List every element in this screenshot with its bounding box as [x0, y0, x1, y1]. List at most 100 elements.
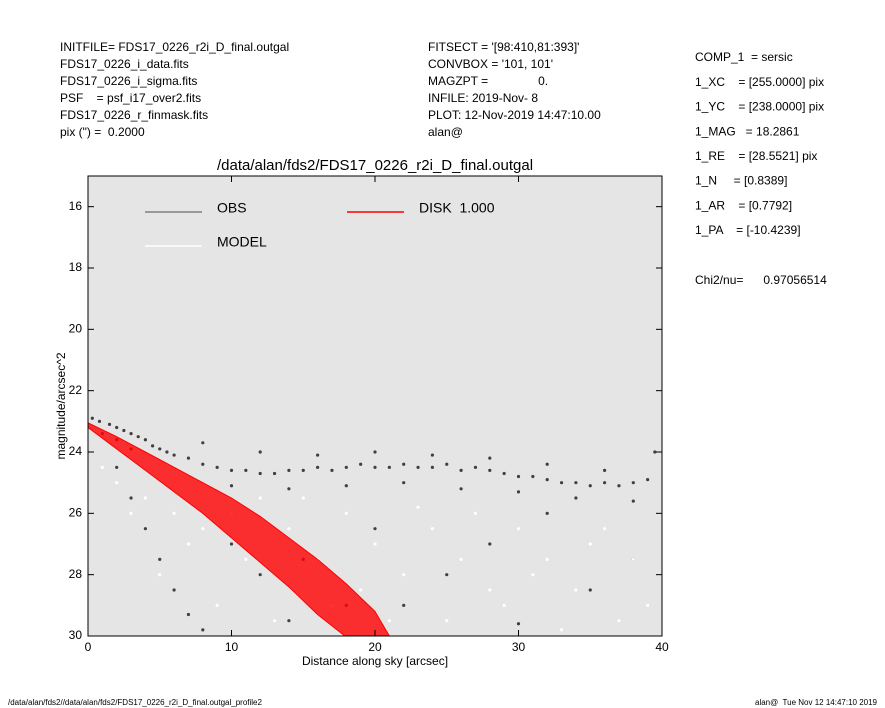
plot-area	[88, 176, 662, 636]
data-point	[287, 487, 291, 491]
data-point	[574, 496, 578, 500]
legend-label: OBS	[217, 200, 247, 216]
y-tick-label: 20	[69, 322, 83, 336]
data-point	[574, 588, 578, 592]
data-point	[287, 468, 291, 472]
data-point	[229, 484, 234, 488]
data-point	[158, 447, 162, 451]
header-right-line: 1_AR = [0.7792]	[695, 198, 792, 212]
header-right-line: 1_RE = [28.5521] pix	[695, 149, 817, 163]
disk-edge	[88, 422, 390, 636]
header-right-line: 1_XC = [255.0000] pix	[695, 75, 824, 89]
data-point	[416, 505, 420, 509]
data-point	[201, 527, 205, 531]
data-point	[488, 542, 492, 546]
y-tick-label: 16	[69, 199, 83, 213]
data-point	[402, 481, 406, 485]
data-point	[402, 573, 406, 577]
data-point	[301, 468, 305, 472]
data-point	[646, 478, 650, 482]
data-point	[459, 557, 463, 561]
data-point	[516, 622, 521, 626]
data-point	[258, 496, 262, 500]
data-point	[316, 453, 320, 457]
data-point	[545, 478, 549, 482]
data-point	[531, 573, 535, 577]
data-point	[516, 474, 521, 479]
data-point	[631, 557, 635, 561]
data-point	[603, 481, 607, 485]
data-point	[488, 468, 492, 472]
data-point	[129, 432, 133, 436]
y-tick-label: 22	[69, 383, 83, 397]
data-point	[445, 619, 449, 623]
data-point	[158, 557, 162, 561]
data-point	[359, 462, 363, 466]
footer-right: alan@ Tue Nov 12 14:47:10 2019	[755, 698, 878, 707]
y-tick-label: 28	[69, 567, 83, 581]
x-tick-label: 0	[85, 640, 92, 654]
header-left-line: FDS17_0226_r_finmask.fits	[60, 108, 208, 122]
data-point	[459, 468, 463, 472]
data-point	[617, 619, 621, 623]
header-middle-line: PLOT: 12-Nov-2019 14:47:10.00	[428, 108, 601, 122]
disk-band	[88, 422, 390, 636]
y-tick-label: 30	[69, 628, 83, 642]
data-point	[545, 462, 549, 466]
chart-title: /data/alan/fds2/FDS17_0226_r2i_D_final.o…	[217, 157, 533, 174]
data-point	[136, 435, 140, 439]
header-left-line: FDS17_0226_i_sigma.fits	[60, 74, 197, 88]
data-point	[516, 490, 521, 494]
x-tick-label: 30	[512, 640, 526, 654]
data-point	[172, 588, 176, 592]
data-point	[201, 628, 205, 632]
header-left-line: pix (") = 0.2000	[60, 125, 145, 139]
y-tick-label: 18	[69, 260, 83, 274]
data-point	[129, 511, 133, 515]
data-point	[430, 465, 434, 469]
data-point	[215, 465, 219, 469]
header-right-line: 1_PA = [-10.4239]	[695, 223, 801, 237]
data-point	[107, 422, 112, 426]
header-middle-line: INFILE: 2019-Nov- 8	[428, 91, 538, 105]
header-left-line: FDS17_0226_i_data.fits	[60, 57, 189, 71]
data-point	[287, 619, 291, 623]
data-point	[344, 484, 348, 488]
data-point	[631, 499, 635, 503]
data-point	[229, 468, 234, 472]
data-point	[201, 441, 205, 445]
data-point	[545, 511, 549, 515]
data-point	[129, 496, 133, 500]
legend-label: DISK 1.000	[419, 200, 495, 216]
data-point	[459, 487, 463, 491]
data-point	[473, 511, 478, 515]
y-tick-label: 26	[69, 506, 83, 520]
data-point	[545, 557, 549, 561]
data-point	[631, 481, 635, 485]
data-point	[97, 419, 102, 423]
disk-edge	[88, 427, 346, 636]
data-point	[373, 450, 377, 454]
header-middle-line: FITSECT = '[98:410,81:393]'	[428, 40, 579, 54]
data-point	[588, 484, 592, 488]
data-point	[445, 573, 449, 577]
data-point	[244, 468, 248, 472]
data-point	[330, 468, 334, 472]
data-point	[215, 603, 219, 607]
y-axis-label: magnitude/arcsec^2	[54, 352, 68, 459]
header-left-line: INITFILE= FDS17_0226_r2i_D_final.outgal	[60, 40, 289, 54]
header-right-line: 1_YC = [238.0000] pix	[695, 100, 824, 114]
data-point	[287, 527, 291, 531]
data-point	[445, 462, 449, 466]
data-point	[402, 462, 406, 466]
data-point	[115, 481, 119, 485]
data-point	[258, 573, 262, 577]
footer-left: /data/alan/fds2//data/alan/fds2/FDS17_02…	[8, 698, 263, 707]
data-point	[574, 481, 578, 485]
data-point	[115, 425, 119, 430]
data-point	[158, 573, 162, 577]
data-point	[387, 619, 391, 623]
data-point	[90, 416, 94, 420]
data-point	[100, 465, 104, 469]
